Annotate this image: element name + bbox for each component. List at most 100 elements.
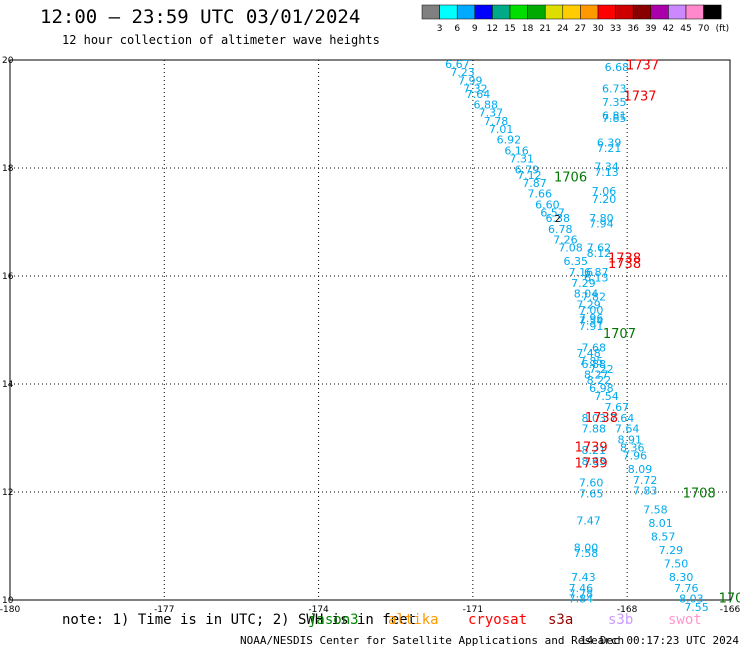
wave-height-point: 8.12	[587, 247, 612, 260]
wave-height-point: 7.29	[659, 544, 684, 557]
wave-height-point: 7.32	[463, 82, 488, 95]
wave-height-point: 8.22	[587, 374, 612, 387]
wave-height-point: 7.29	[571, 277, 596, 290]
wave-height-point: 6.98	[589, 382, 614, 395]
colorbar-tick-label: 15	[504, 24, 515, 34]
wave-height-point: 7.00	[579, 304, 604, 317]
note-text: note: 1) Time is in UTC; 2) SWH is in fe…	[62, 612, 417, 628]
wave-height-point: 7.58	[574, 547, 599, 560]
satellite-legend-s3b: s3b	[608, 612, 634, 628]
colorbar-tick-label: 42	[663, 24, 674, 34]
wave-height-point: 6.81	[602, 109, 627, 122]
data-points: 6.677.237.997.327.646.887.377.787.016.92…	[445, 58, 709, 614]
wave-height-point: 8.57	[651, 531, 676, 544]
colorbar-tick-label: 36	[627, 24, 639, 34]
wave-height-point: 8.03	[581, 412, 606, 425]
wave-height-point: 6.88	[581, 358, 606, 371]
wave-height-point: 7.60	[579, 477, 604, 490]
satellite-legend-s3a: s3a	[548, 612, 574, 628]
wave-height-point: 7.34	[594, 161, 619, 174]
axis-tick-labels: -180 -177 -174 -171 -168 -166 10 12 14 16 18 20	[0, 56, 740, 615]
wave-height-point: 7.43	[571, 571, 596, 584]
wave-height-point: 8.03	[679, 593, 704, 606]
y-tick-label: 10	[2, 596, 14, 606]
wave-height-point: 7.48	[576, 347, 601, 360]
timestamp-text: 14 Dec 00:17:23 UTC 2024	[580, 634, 739, 647]
colorbar-swatch	[597, 4, 616, 20]
wave-height-point: 7.91	[579, 320, 604, 333]
satellite-legend-cryosat: cryosat	[468, 612, 528, 628]
wave-height-point: 7.12	[517, 169, 542, 182]
plot-frame	[9, 59, 731, 601]
wave-height-point: 7.80	[589, 212, 614, 225]
x-tick-label: -174	[308, 605, 329, 615]
wave-height-point: 8.36	[620, 442, 645, 455]
wave-height-point: 6.92	[497, 134, 522, 147]
wave-height-point: 7.88	[581, 423, 606, 436]
colorbar-tick-label: 45	[680, 24, 691, 34]
y-tick-label: 12	[2, 488, 13, 498]
wave-height-point: 7.96	[579, 312, 604, 325]
pass-number-label: 1706	[554, 171, 587, 186]
colorbar-tick-label: 27	[575, 24, 586, 34]
wave-height-point: 7.76	[674, 582, 699, 595]
wave-height-point: 7.68	[581, 342, 606, 355]
colorbar-swatch	[685, 4, 704, 20]
wave-height-point: 7.29	[576, 298, 601, 311]
colorbar-swatch	[474, 4, 493, 20]
colorbar-swatch	[492, 4, 511, 20]
wave-height-point: 6.57	[540, 207, 565, 220]
wave-height-point: 6.78	[548, 223, 573, 236]
pass-number-label: 1739	[575, 441, 608, 456]
wave-height-point: 7.21	[597, 142, 622, 155]
wave-height-point: 7.47	[576, 514, 601, 527]
colorbar-swatch	[632, 4, 652, 20]
wave-height-point: 7.82	[581, 290, 606, 303]
wave-height-point: 7.83	[633, 485, 658, 498]
wave-height-point: 7.26	[553, 234, 578, 247]
pass-labels: 1737173717061738173817071738173917391708…	[554, 59, 740, 607]
wave-height-point: 6.67	[445, 58, 470, 71]
wave-height-point: 7.85	[579, 355, 604, 368]
colorbar-tick-label: 30	[592, 24, 604, 34]
colorbar-tick-label: 70	[698, 24, 710, 34]
wave-height-point: 7.64	[615, 423, 640, 436]
colorbar-swatch	[580, 4, 599, 20]
wave-height-point: 6.88	[473, 99, 498, 112]
pass-number-label: 1739	[575, 457, 608, 472]
y-tick-label: 18	[2, 164, 14, 174]
colorbar-tick-label: 6	[454, 24, 460, 34]
satellite-legend-swot: swot	[668, 612, 702, 628]
wave-height-point: 7.22	[589, 363, 614, 376]
wave-height-point: 6.13	[584, 271, 609, 284]
colorbar-swatch	[527, 4, 546, 20]
colorbar-swatch	[544, 4, 564, 20]
wave-height-point: 8.09	[628, 463, 653, 476]
wave-height-point: 7.08	[558, 242, 583, 255]
colorbar-tick-label: 33	[610, 24, 621, 34]
y-tick-label: 16	[2, 272, 14, 282]
wave-height-point: 8.63	[581, 455, 606, 468]
x-tick-label: -171	[463, 605, 483, 615]
wave-height-point: 7.31	[509, 153, 534, 166]
wave-height-point: 7.85	[602, 112, 627, 125]
x-tick-label: -166	[720, 605, 740, 615]
wave-height-point: 7.64	[466, 88, 491, 101]
wave-height-point: 7.99	[458, 74, 483, 87]
wave-height-point: 7.84	[569, 593, 594, 606]
wave-height-point: 7.67	[605, 401, 630, 414]
colorbar-swatch	[421, 4, 440, 20]
satellite-legend-jason3: jason3	[308, 612, 359, 628]
wave-height-point: 7.72	[633, 474, 658, 487]
wave-height-point: 7.13	[594, 166, 619, 179]
wave-height-point: 7.16	[569, 266, 594, 279]
wave-height-point: 7.20	[592, 193, 617, 206]
wave-height-point: 8.30	[669, 571, 694, 584]
colorbar-unit: (ft)	[716, 24, 730, 34]
colorbar-tick-label: 3	[437, 24, 443, 34]
wave-height-point: 7.01	[489, 123, 514, 136]
pass-number-label: 1708	[683, 486, 716, 501]
wave-height-point: 7.37	[479, 107, 504, 120]
pass-number-label: 1709	[719, 592, 740, 607]
